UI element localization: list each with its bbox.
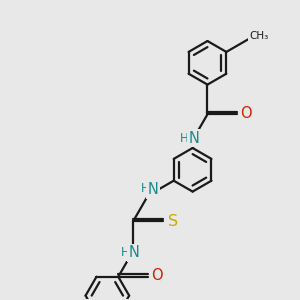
Text: CH₃: CH₃ [249,31,268,41]
Text: H: H [180,132,189,145]
Text: S: S [168,214,178,229]
Text: O: O [240,106,252,121]
Text: O: O [151,268,163,283]
Text: N: N [188,130,199,146]
Text: H: H [121,247,130,260]
Text: N: N [129,245,140,260]
Text: N: N [148,182,158,197]
Text: H: H [141,182,149,195]
